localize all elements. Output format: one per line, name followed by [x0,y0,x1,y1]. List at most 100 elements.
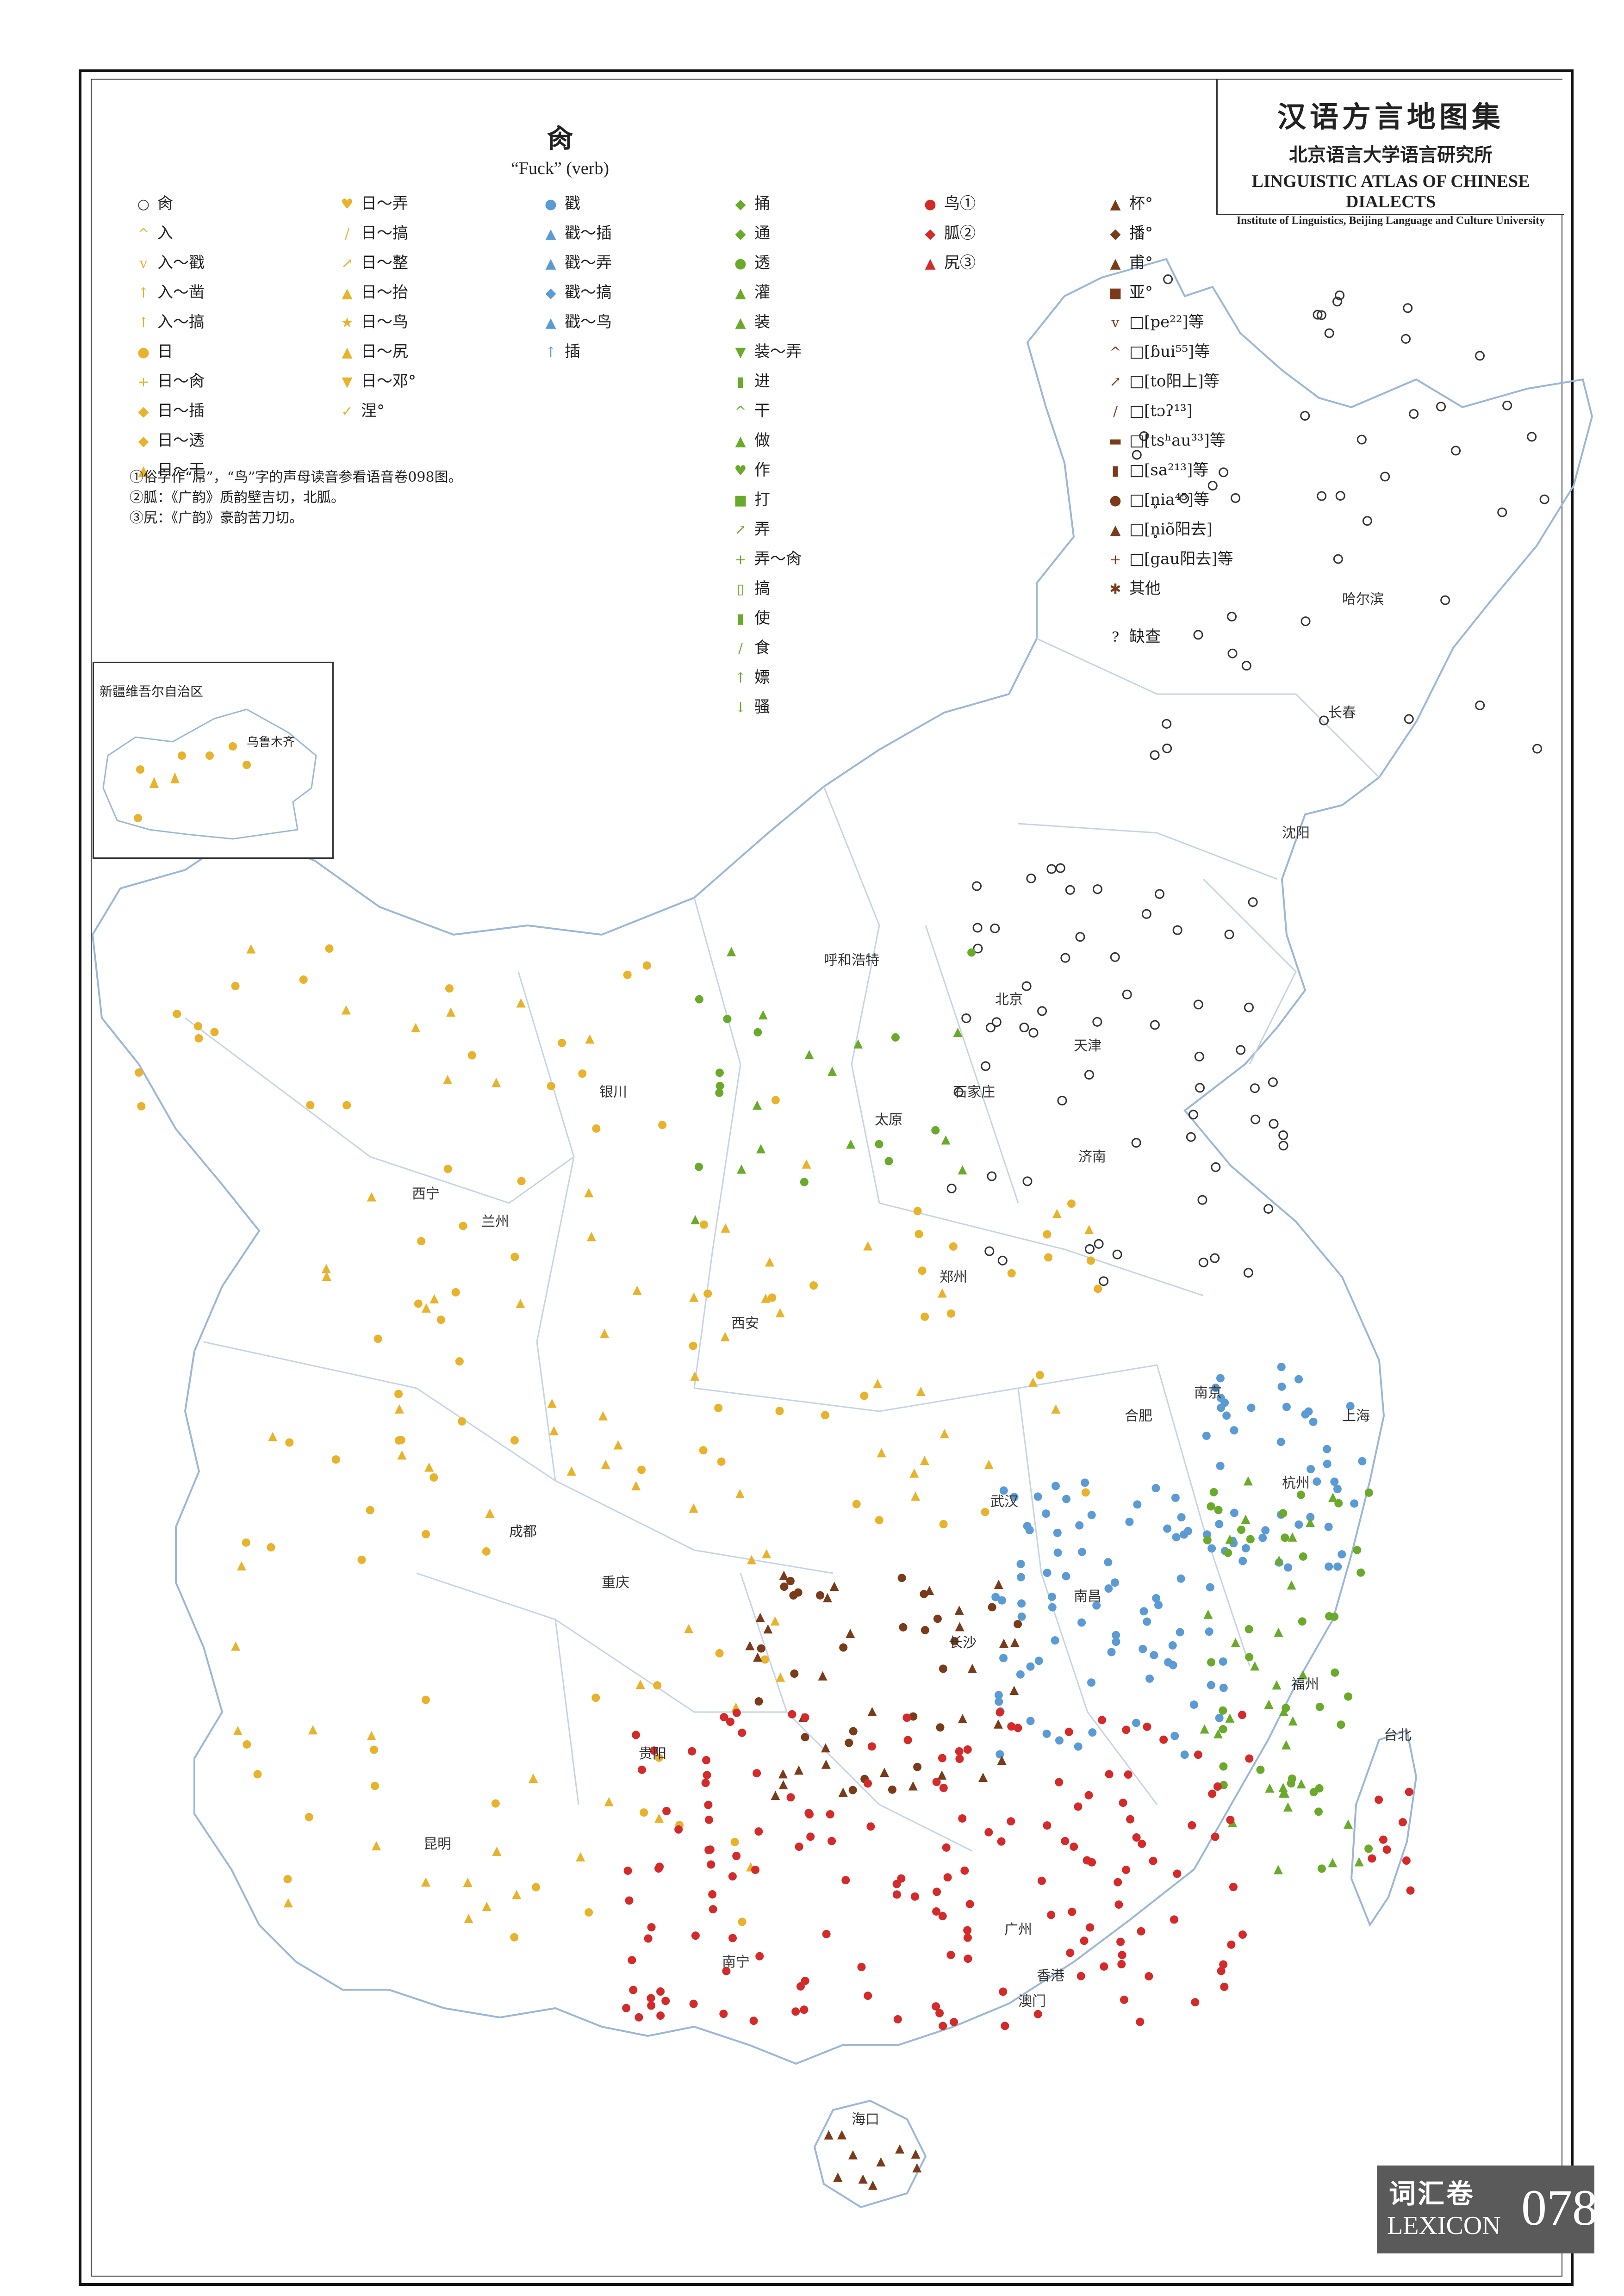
survey-point [828,1066,837,1076]
survey-point [1219,467,1229,478]
footnote-1: ①俗字作“屌”，“鸟”字的声母读音参看语音卷098图。 [130,469,462,485]
survey-point [821,1411,829,1420]
legend-symbol-icon: ▲ [545,255,556,272]
survey-point [1053,1528,1062,1537]
legend-item: ▮ 使 [727,604,770,632]
survey-point [721,1223,730,1233]
map-title: 肏 “Fuck” (verb) [500,118,620,179]
survey-point [999,1654,1008,1663]
survey-point [864,1992,872,2000]
survey-point [1227,648,1238,658]
inset-point [243,761,251,769]
survey-point [918,1266,927,1275]
survey-point [932,1907,941,1916]
survey-point [754,1697,763,1706]
survey-point [210,1028,219,1036]
survey-point [638,1765,647,1774]
legend-symbol-icon: ^ [137,226,149,242]
legend-item: ↑ 插 [537,338,580,366]
survey-point [367,1192,376,1202]
survey-point [828,1837,836,1845]
legend-symbol-icon: ◆ [138,433,149,449]
survey-point [283,1898,293,1908]
survey-point [397,1450,407,1460]
survey-point [1258,1533,1267,1542]
survey-point [584,1188,594,1198]
legend-symbol-icon: + [734,552,747,568]
survey-point [703,1289,712,1298]
legend-item: ▲ 尻③ [916,249,976,277]
survey-point [446,1007,456,1017]
survey-point [1145,1972,1153,1981]
survey-point [397,1436,405,1445]
survey-point [1248,897,1258,907]
survey-point [791,2007,800,2016]
survey-point [765,1257,775,1267]
survey-point [879,1768,889,1777]
survey-point [322,1272,331,1281]
survey-point [994,1580,1003,1589]
survey-point [463,1878,473,1887]
survey-point [775,1308,785,1318]
survey-point [1219,1683,1228,1692]
legend-item: / 食 [727,634,770,662]
legend-symbol-icon: ◆ [138,403,149,420]
legend-label: □[sa²¹³]等 [1129,461,1209,479]
city-label: 成都 [509,1524,537,1540]
survey-point [991,1593,1000,1601]
survey-point [1179,494,1189,504]
survey-point [753,1028,762,1036]
survey-point [1088,1858,1096,1867]
survey-point [1172,1533,1181,1542]
city-label: 贵阳 [639,1746,666,1762]
survey-point [955,1622,964,1632]
survey-point [491,1799,500,1808]
survey-point [1051,1482,1060,1490]
survey-point [911,2149,921,2159]
survey-point [950,2017,958,2026]
survey-point [1088,1728,1097,1737]
legend-symbol-icon: ▲ [735,433,746,449]
survey-point [1080,1936,1089,1945]
survey-point [1062,1572,1070,1581]
survey-point [895,2144,905,2154]
survey-point [591,1694,600,1702]
legend-item: ● 鸟① [916,190,976,217]
survey-point [985,1023,996,1033]
survey-point [372,1841,381,1850]
survey-point [578,1069,587,1078]
survey-point [451,1288,460,1297]
survey-point [1382,1845,1391,1854]
survey-point [1076,1972,1085,1980]
survey-point [1087,1511,1096,1520]
survey-point [800,2005,809,2014]
footnote-2: ②胍：《广韵》质韵壁吉切，北胍。 [130,490,345,506]
survey-point [841,1876,850,1885]
survey-point [897,1874,906,1883]
legend-item: ▲ 戳～插 [537,219,612,247]
survey-point [802,1159,811,1169]
survey-point [1284,1563,1293,1572]
survey-point [1017,1573,1026,1582]
survey-point [1125,1517,1134,1526]
survey-point [702,1756,711,1765]
city-label: 太原 [875,1112,902,1128]
legend-symbol-icon: ↑ [734,670,747,686]
survey-point [1331,1668,1339,1677]
legend-item: ◆ 通 [727,219,770,247]
survey-point [1074,1802,1083,1811]
legend-item: ✓ 涅° [333,397,385,425]
survey-point [794,1588,803,1597]
survey-point [997,1255,1008,1266]
survey-point [753,1652,763,1662]
survey-point [1043,1821,1052,1830]
legend-label: 尻③ [944,254,976,272]
survey-point [421,1695,430,1704]
survey-point [1033,1492,1042,1501]
survey-point [981,1508,989,1516]
survey-point [707,1860,716,1869]
survey-point [1152,1594,1161,1602]
legend-label: 日 [157,342,173,361]
survey-point [1241,661,1251,671]
survey-point [800,1178,809,1186]
